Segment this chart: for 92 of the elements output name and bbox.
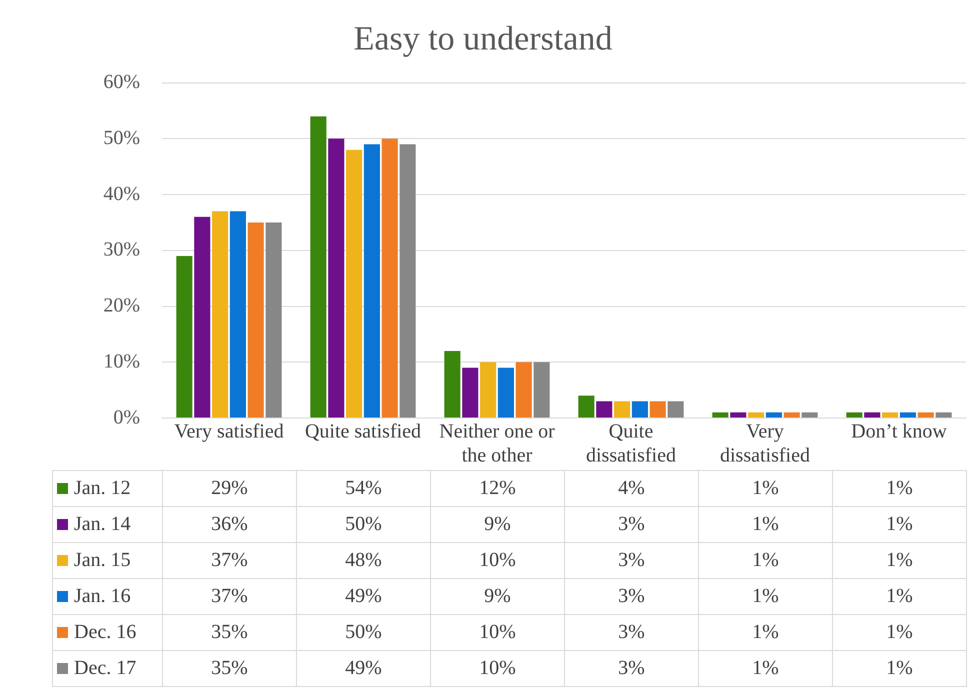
bar <box>400 144 416 418</box>
bar <box>614 401 630 418</box>
data-label: 36% <box>162 506 296 542</box>
data-label: 29% <box>162 470 296 506</box>
bar <box>194 216 210 418</box>
bar <box>712 412 728 418</box>
bar <box>230 211 246 418</box>
bar <box>498 368 514 418</box>
bar <box>596 401 612 418</box>
y-tick-label: 20% <box>103 294 140 317</box>
x-tick-label: Don’t know <box>851 420 948 442</box>
y-tick-label: 10% <box>103 350 140 372</box>
data-label: 35% <box>162 650 296 686</box>
legend-label: Jan. 15 <box>52 542 162 578</box>
data-label: 37% <box>162 542 296 578</box>
data-label: 37% <box>162 578 296 614</box>
bar <box>516 362 532 418</box>
legend-label: Jan. 16 <box>52 578 162 614</box>
data-label: 1% <box>698 614 832 650</box>
data-label: 1% <box>698 470 832 506</box>
bar <box>266 222 282 418</box>
data-label: 1% <box>832 542 966 578</box>
data-label: 1% <box>698 650 832 686</box>
bar <box>668 401 684 418</box>
legend-label: Dec. 17 <box>52 650 162 686</box>
data-label: 12% <box>430 470 564 506</box>
bar <box>650 401 666 418</box>
data-label: 49% <box>296 650 430 686</box>
bar <box>444 350 460 418</box>
legend-label: Jan. 14 <box>52 506 162 542</box>
bar <box>882 412 898 418</box>
data-label: 1% <box>698 578 832 614</box>
y-tick-label: 50% <box>103 126 140 149</box>
data-label: 1% <box>832 650 966 686</box>
bar <box>534 362 550 418</box>
y-tick-label: 0% <box>113 406 140 428</box>
bar <box>346 150 362 418</box>
bar <box>918 412 934 418</box>
legend-label: Dec. 16 <box>52 614 162 650</box>
data-label: 1% <box>832 470 966 506</box>
bar <box>900 412 916 418</box>
bar <box>248 222 264 418</box>
y-tick-label: 40% <box>103 182 140 205</box>
bar <box>730 412 746 418</box>
data-label: 10% <box>430 614 564 650</box>
data-label: 3% <box>564 578 698 614</box>
legend-label: Jan. 12 <box>52 470 162 506</box>
bar <box>212 211 228 418</box>
chart-title: Easy to understand <box>354 20 612 58</box>
bar <box>936 412 952 418</box>
data-label: 3% <box>564 650 698 686</box>
data-label: 10% <box>430 542 564 578</box>
data-label: 49% <box>296 578 430 614</box>
data-label: 3% <box>564 506 698 542</box>
bar <box>480 362 496 418</box>
data-label: 1% <box>832 506 966 542</box>
data-label: 48% <box>296 542 430 578</box>
x-tick-label: Quite dissatisfied <box>586 420 676 466</box>
data-label: 50% <box>296 614 430 650</box>
bar <box>364 144 380 418</box>
data-label: 1% <box>698 542 832 578</box>
data-label: 50% <box>296 506 430 542</box>
x-tick-label: Very satisfied <box>174 420 284 442</box>
data-label: 3% <box>564 614 698 650</box>
x-tick-label: Neither one or the other <box>439 420 556 466</box>
data-label: 9% <box>430 578 564 614</box>
data-label: 9% <box>430 506 564 542</box>
data-label: 1% <box>832 578 966 614</box>
bar <box>632 401 648 418</box>
bar <box>462 368 478 418</box>
y-tick-label: 30% <box>103 238 140 261</box>
bar <box>382 138 398 418</box>
x-tick-label: Quite satisfied <box>304 420 422 442</box>
bar <box>310 116 326 418</box>
y-tick-label: 60% <box>103 71 140 94</box>
bar <box>864 412 880 418</box>
bar <box>846 412 862 418</box>
bar <box>802 412 818 418</box>
data-label: 3% <box>564 542 698 578</box>
data-label: 4% <box>564 470 698 506</box>
bar <box>176 256 192 418</box>
data-label: 54% <box>296 470 430 506</box>
bar <box>766 412 782 418</box>
x-tick-label: Very dissatisfied <box>720 420 810 466</box>
bar <box>748 412 764 418</box>
bar <box>328 138 344 418</box>
bar <box>578 396 594 418</box>
data-label: 10% <box>430 650 564 686</box>
bar <box>784 412 800 418</box>
data-label: 35% <box>162 614 296 650</box>
data-label: 1% <box>698 506 832 542</box>
data-label: 1% <box>832 614 966 650</box>
